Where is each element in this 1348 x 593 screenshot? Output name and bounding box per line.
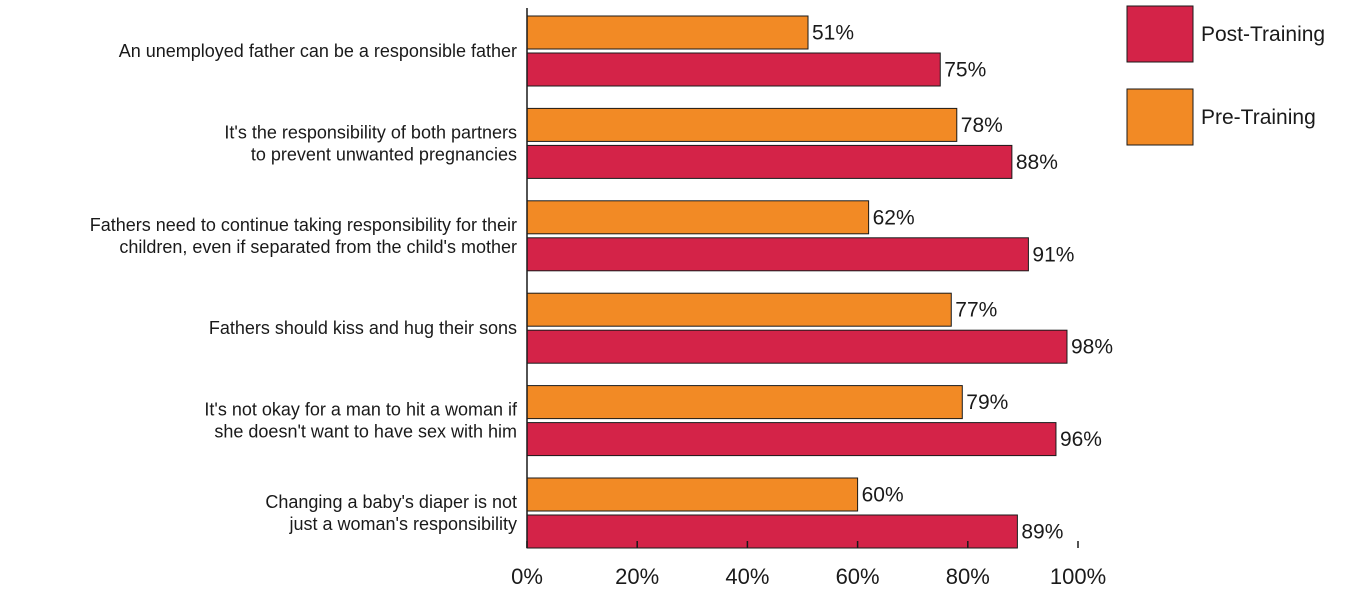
value-label: 51% [812, 22, 854, 45]
post-training-bar [526, 144, 1013, 179]
category-label: to prevent unwanted pregnancies [251, 144, 517, 164]
bar-group: 60% 89% Changing a baby's diaper is notjus… [265, 477, 1063, 549]
value-label: 98% [1071, 336, 1113, 359]
value-label: 89% [1021, 521, 1063, 544]
pre-training-bar [526, 15, 809, 50]
legend-label-pre-training: Pre-Training [1201, 106, 1316, 129]
value-label: 62% [873, 206, 915, 229]
category-label: An unemployed father can be a responsibl… [119, 41, 517, 61]
value-label: 79% [966, 391, 1008, 414]
post-training-bar [526, 52, 941, 87]
x-tick-label: 80% [946, 564, 990, 589]
bar-group: 51% 75% An unemployed father can be a resp… [119, 15, 986, 87]
value-label: 60% [862, 484, 904, 507]
bar-group: 62% 91% Fathers need to continue taking re… [90, 200, 1074, 272]
post-training-bar [526, 514, 1018, 549]
legend-swatch-pre-training [1126, 88, 1194, 146]
bar-group: 79% 96% It's not okay for a man to hit a w… [204, 385, 1102, 457]
bar-group: 77% 98% Fathers should kiss and hug their … [209, 292, 1113, 364]
category-label: It's the responsibility of both partners [224, 122, 517, 142]
value-label: 78% [961, 114, 1003, 137]
value-label: 75% [944, 59, 986, 82]
category-label: Changing a baby's diaper is not [265, 492, 517, 512]
value-label: 96% [1060, 428, 1102, 451]
category-label: Fathers should kiss and hug their sons [209, 318, 517, 338]
x-tick-label: 60% [836, 564, 880, 589]
value-label: 77% [955, 299, 997, 322]
pre-training-bar [526, 385, 963, 420]
post-training-bar [526, 422, 1057, 457]
category-label: Fathers need to continue taking responsi… [90, 215, 517, 235]
pre-training-bar [526, 292, 952, 327]
pre-training-bar [526, 477, 859, 512]
legend-swatch-post-training [1126, 5, 1194, 63]
value-label: 91% [1032, 243, 1074, 266]
pre-training-bar [526, 107, 958, 142]
value-label: 88% [1016, 151, 1058, 174]
legend-label-post-training: Post-Training [1201, 23, 1325, 46]
post-training-bar [526, 329, 1068, 364]
category-label: she doesn't want to have sex with him [214, 422, 517, 442]
category-label: children, even if separated from the chi… [119, 237, 517, 257]
pre-training-bar [526, 200, 870, 235]
category-label: It's not okay for a man to hit a woman i… [204, 400, 518, 420]
x-tick-label: 40% [725, 564, 769, 589]
x-tick-label: 20% [615, 564, 659, 589]
x-tick-label: 100% [1050, 564, 1106, 589]
x-tick-label: 0% [511, 564, 543, 589]
bar-group: 78% 88% It's the responsibility of both pa… [224, 107, 1058, 179]
post-training-bar [526, 237, 1029, 272]
category-label: just a woman's responsibility [288, 514, 517, 534]
